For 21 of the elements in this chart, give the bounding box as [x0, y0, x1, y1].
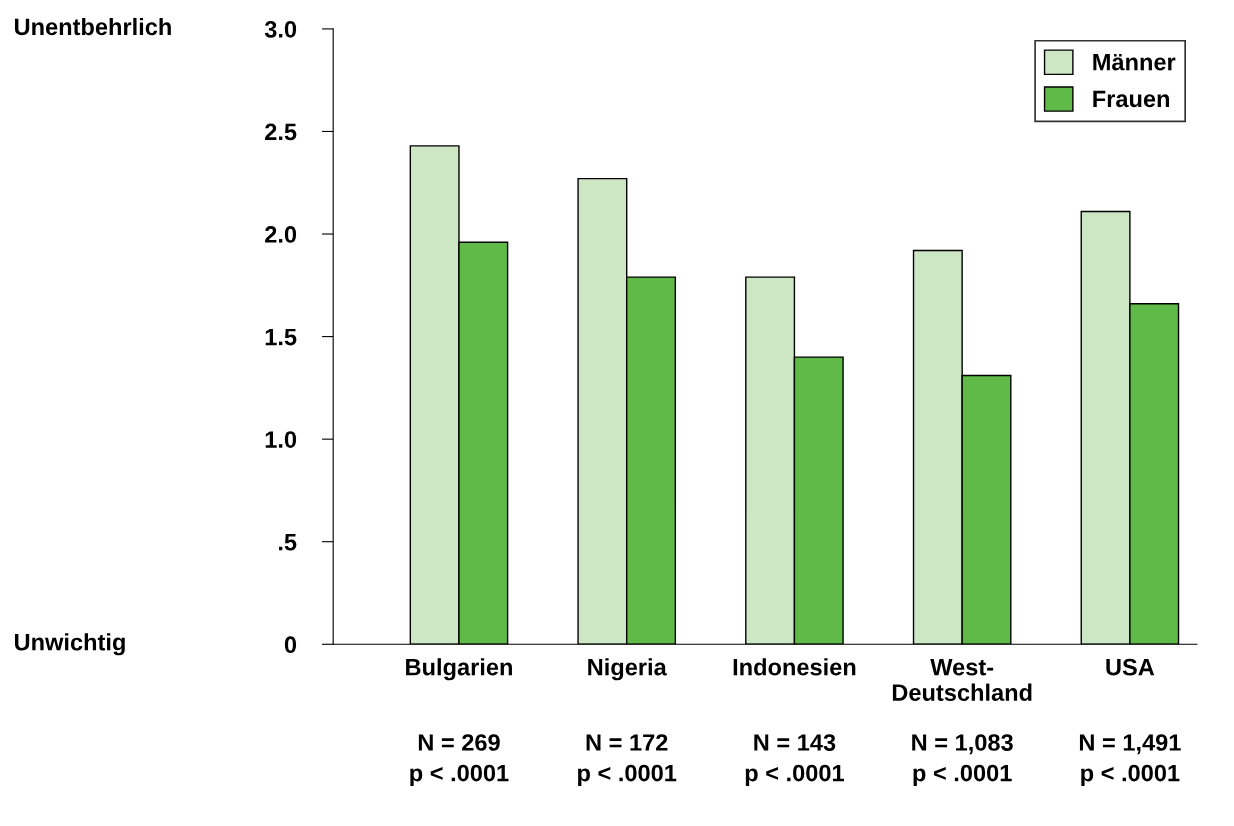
y-tick-label: 0	[284, 636, 297, 654]
y-tick-label: 1.5	[265, 328, 297, 346]
text: N = 172 p < .0001	[578, 734, 677, 787]
y-tick-label: 1.0	[265, 431, 297, 448]
text: Unwichtig	[14, 633, 125, 656]
x-tick-label: Indonesien	[733, 658, 856, 676]
legend-label: Männer	[1093, 53, 1176, 71]
y-tick-label: 2.5	[265, 123, 297, 141]
y-tick-label: .5	[278, 534, 297, 551]
text: N = 1,491 p < .0001	[1079, 734, 1181, 787]
text: Unentbehrlich	[14, 17, 171, 36]
legend-label: Frauen	[1093, 90, 1170, 108]
text: N = 269 p < .0001	[410, 734, 509, 787]
text: N = 1,083 p < .0001	[912, 734, 1013, 787]
x-tick-label: USA	[1106, 658, 1155, 676]
y-tick-label: 2.0	[265, 226, 297, 243]
x-tick-label: Bulgarien	[406, 658, 512, 681]
x-tick-label: West- Deutschland	[892, 659, 1032, 701]
text: N = 143 p < .0001	[745, 734, 844, 787]
x-tick-label: Nigeria	[588, 658, 667, 681]
y-tick-label: 3.0	[264, 20, 297, 38]
